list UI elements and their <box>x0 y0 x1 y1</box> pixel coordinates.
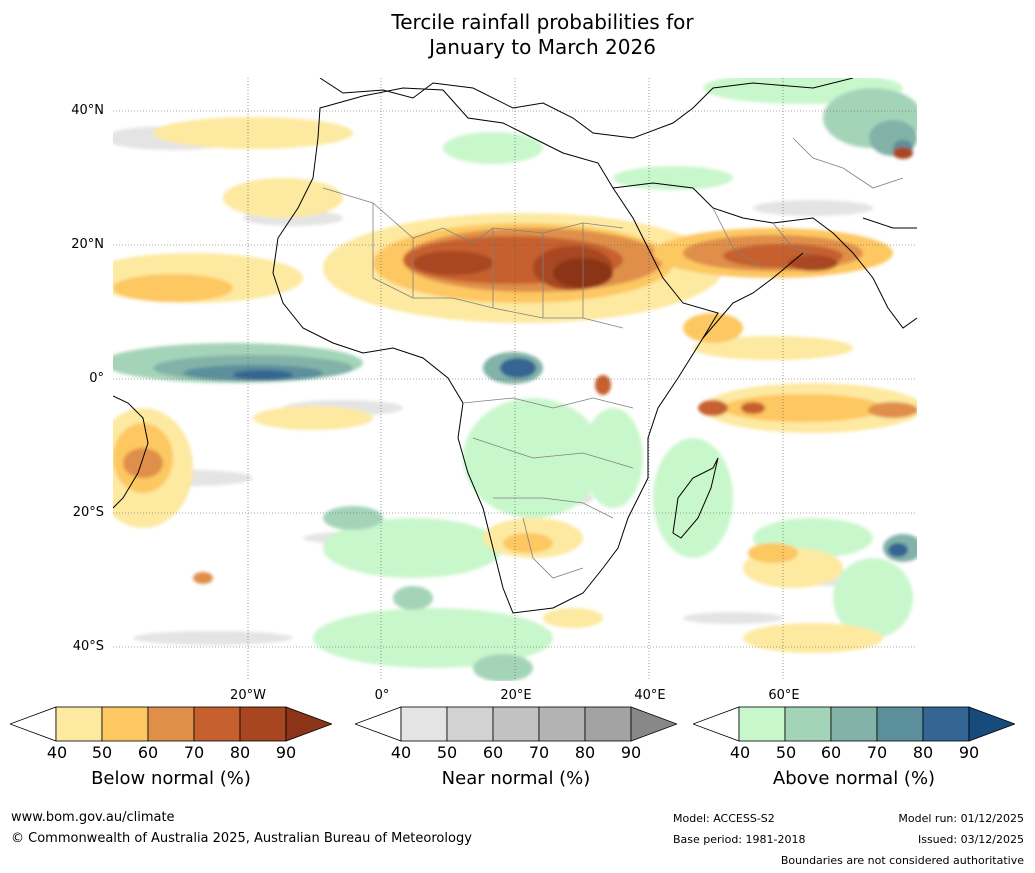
colorbar-extend-low <box>10 706 57 742</box>
lon-label-0: 0° <box>374 688 390 703</box>
lat-label-0: 0° <box>89 371 104 386</box>
colorbar-extend-high <box>968 706 1015 742</box>
colorbar-cell <box>239 706 287 742</box>
website-link[interactable]: www.bom.gov.au/climate <box>11 810 175 825</box>
near-tick: 90 <box>620 743 642 762</box>
title-line-1: Tercile rainfall probabilities for <box>391 10 694 34</box>
lon-label-20e: 20°E <box>500 688 532 703</box>
title-line-2: January to March 2026 <box>429 35 656 59</box>
rainfall-probability-map <box>113 78 917 681</box>
disclaimer-text: Boundaries are not considered authoritat… <box>780 854 1024 867</box>
colorbar-cell <box>922 706 970 742</box>
colorbar-cell <box>147 706 195 742</box>
near-tick: 70 <box>528 743 550 762</box>
below-tick: 90 <box>275 743 297 762</box>
lat-label-40n: 40°N <box>71 103 104 118</box>
below-tick: 70 <box>183 743 205 762</box>
legend-title-above: Above normal (%) <box>772 768 936 789</box>
colorbar-above-normal <box>693 706 1015 742</box>
colorbar-extend-low <box>693 706 740 742</box>
map-title: Tercile rainfall probabilities for Janua… <box>0 10 1035 60</box>
near-tick: 50 <box>436 743 458 762</box>
arabia-coastline <box>612 182 917 339</box>
below-tick: 80 <box>229 743 251 762</box>
country-borders <box>322 137 904 579</box>
model-text: Model: ACCESS-S2 <box>673 812 775 825</box>
colorbar-below-normal <box>10 706 332 742</box>
colorbar-cell <box>193 706 241 742</box>
colorbar-cell <box>738 706 786 742</box>
south-america-coastline <box>113 395 149 509</box>
below-tick: 50 <box>91 743 113 762</box>
gridlines <box>113 78 917 681</box>
madagascar <box>672 457 719 539</box>
above-tick: 90 <box>958 743 980 762</box>
colorbar-extend-low <box>355 706 402 742</box>
model-run-text: Model run: 01/12/2025 <box>898 812 1024 825</box>
issued-text: Issued: 03/12/2025 <box>917 833 1024 846</box>
colorbar-cell <box>446 706 494 742</box>
colorbar-cell <box>876 706 924 742</box>
colorbar-cell <box>584 706 632 742</box>
copyright-text: © Commonwealth of Australia 2025, Austra… <box>11 831 472 846</box>
probability-fields <box>113 78 917 681</box>
above-tick: 60 <box>820 743 842 762</box>
near-tick: 40 <box>390 743 412 762</box>
lat-label-20s: 20°S <box>72 505 104 520</box>
base-period-text: Base period: 1981-2018 <box>673 833 806 846</box>
lon-label-20w: 20°W <box>230 688 266 703</box>
colorbar-cell <box>101 706 149 742</box>
colorbar-cell <box>492 706 540 742</box>
colorbar-cell <box>830 706 878 742</box>
above-tick: 80 <box>912 743 934 762</box>
colorbar-extend-high <box>630 706 677 742</box>
above-tick: 50 <box>775 743 797 762</box>
colorbar-cell <box>784 706 832 742</box>
legend-title-below: Below normal (%) <box>91 768 251 789</box>
below-tick: 40 <box>46 743 68 762</box>
near-tick: 60 <box>482 743 504 762</box>
legend-title-near: Near normal (%) <box>441 768 591 789</box>
colorbar-cell <box>55 706 103 742</box>
lat-label-20n: 20°N <box>71 237 104 252</box>
europe-coastline <box>319 78 854 139</box>
colorbar-cell <box>400 706 448 742</box>
lon-label-40e: 40°E <box>634 688 666 703</box>
near-tick: 80 <box>574 743 596 762</box>
africa-coastline <box>272 87 719 614</box>
above-tick: 70 <box>866 743 888 762</box>
lon-label-60e: 60°E <box>768 688 800 703</box>
lat-label-40s: 40°S <box>72 639 104 654</box>
above-tick: 40 <box>729 743 751 762</box>
below-tick: 60 <box>137 743 159 762</box>
colorbar-near-normal <box>355 706 677 742</box>
colorbar-extend-high <box>285 706 332 742</box>
colorbar-cell <box>538 706 586 742</box>
